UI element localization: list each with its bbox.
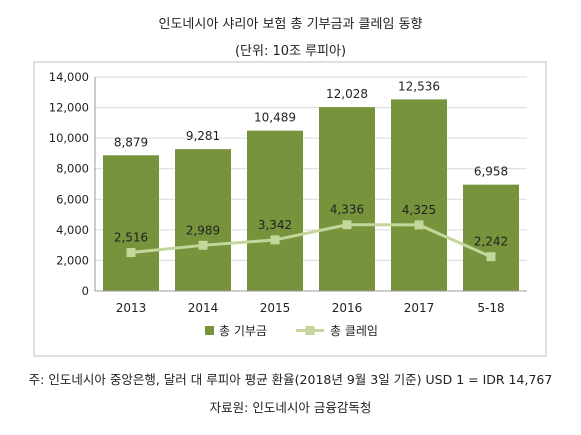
y-tick-label: 6,000 xyxy=(56,192,89,206)
bar-data-label: 6,958 xyxy=(474,165,508,179)
line-data-label: 3,342 xyxy=(258,218,292,232)
legend-label: 총 클레임 xyxy=(330,324,378,338)
legend-swatch-marker xyxy=(305,326,315,335)
line-marker xyxy=(198,240,208,250)
bar xyxy=(463,184,519,291)
line-data-label: 4,336 xyxy=(330,203,364,217)
y-tick-label: 10,000 xyxy=(49,131,89,145)
x-tick-label: 2016 xyxy=(332,301,363,315)
line-data-label: 2,516 xyxy=(114,231,148,245)
line-data-label: 2,242 xyxy=(474,235,508,249)
chart-area: 02,0004,0006,0008,00010,00012,00014,000 … xyxy=(33,61,547,357)
line-data-label: 2,989 xyxy=(186,223,220,237)
bar xyxy=(103,155,159,291)
line-marker xyxy=(126,248,136,258)
x-tick-label: 5-18 xyxy=(477,301,504,315)
bar xyxy=(247,130,303,291)
bar-data-label: 10,489 xyxy=(254,111,296,125)
y-tick-label: 14,000 xyxy=(49,70,89,84)
legend-label: 총 기부금 xyxy=(219,324,267,338)
bar xyxy=(391,99,447,291)
footnote: 주: 인도네시아 중앙은행, 달러 대 루피아 평균 환율(2018년 9월 3… xyxy=(28,372,553,387)
bar-data-label: 8,879 xyxy=(114,135,148,149)
y-tick-label: 2,000 xyxy=(56,253,89,267)
legend-swatch-bar xyxy=(205,326,214,335)
line-marker xyxy=(342,220,352,230)
bar xyxy=(319,107,375,291)
y-tick-label: 0 xyxy=(82,284,89,298)
x-tick-label: 2015 xyxy=(260,301,291,315)
chart-subtitle: (단위: 10조 루피아) xyxy=(234,44,347,59)
chart-title: 인도네시아 샤리아 보험 총 기부금과 클레임 동향 xyxy=(158,17,423,32)
bar-data-label: 12,536 xyxy=(398,79,440,93)
line-marker xyxy=(486,252,496,262)
x-tick-label: 2013 xyxy=(116,301,147,315)
line-series xyxy=(130,223,492,259)
bar-data-label: 12,028 xyxy=(326,87,368,101)
bar-data-label: 9,281 xyxy=(186,129,220,143)
line-marker xyxy=(414,220,424,230)
y-tick-label: 8,000 xyxy=(56,162,89,176)
bar xyxy=(175,149,231,291)
x-tick-label: 2017 xyxy=(404,301,435,315)
source-note: 자료원: 인도네시아 금융감독청 xyxy=(209,400,372,415)
line-marker xyxy=(270,235,280,245)
line-data-label: 4,325 xyxy=(402,203,436,217)
y-tick-label: 12,000 xyxy=(49,101,89,115)
x-tick-label: 2014 xyxy=(188,301,219,315)
y-tick-label: 4,000 xyxy=(56,223,89,237)
